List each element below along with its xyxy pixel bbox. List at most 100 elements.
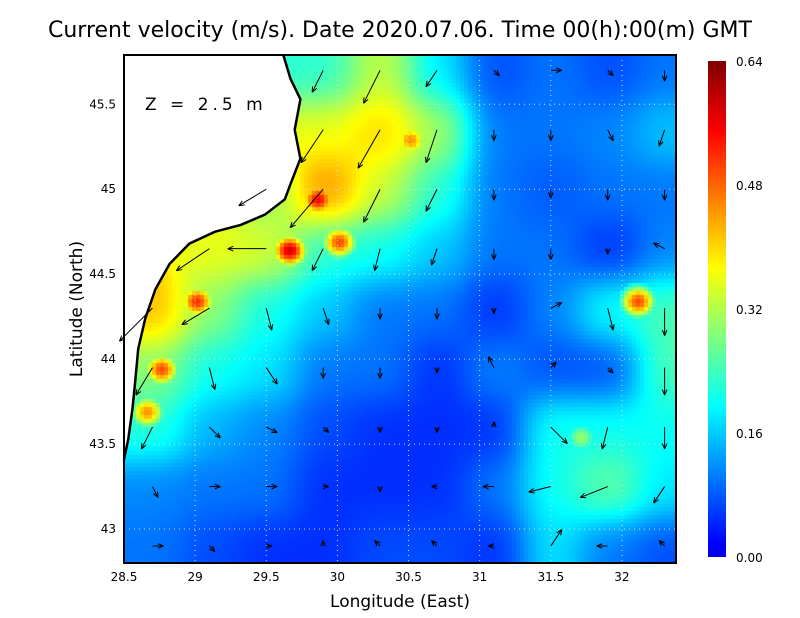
depth-annotation: Z = 2.5 m	[145, 95, 267, 115]
velocity-arrow	[491, 307, 497, 314]
velocity-arrow	[373, 248, 381, 271]
velocity-arrow	[653, 486, 666, 504]
velocity-arrow	[322, 426, 330, 434]
velocity-arrow	[377, 308, 383, 320]
velocity-arrow	[604, 248, 611, 255]
gridlines	[123, 55, 676, 563]
velocity-arrow	[550, 529, 563, 547]
chart-title: Current velocity (m/s). Date 2020.07.06.…	[48, 18, 752, 43]
velocity-arrow	[227, 245, 267, 252]
y-tick-label: 45	[101, 182, 116, 196]
velocity-arrow	[607, 129, 614, 142]
velocity-arrow	[550, 67, 562, 74]
velocity-arrow	[363, 70, 381, 104]
velocity-arrow	[653, 242, 665, 250]
y-axis-label: Latitude (North)	[67, 241, 87, 377]
velocity-arrow	[322, 483, 329, 490]
velocity-arrow	[604, 189, 611, 201]
velocity-arrow	[434, 308, 440, 320]
velocity-arrow	[607, 308, 615, 331]
velocity-arrow	[661, 70, 668, 82]
velocity-arrow	[431, 483, 438, 490]
y-tick-label: 44	[101, 352, 116, 366]
colorbar-tick-label: 0.48	[736, 179, 763, 193]
velocity-arrow	[487, 356, 495, 368]
velocity-arrow	[434, 367, 440, 374]
velocity-arrow	[425, 129, 438, 164]
velocity-arrow	[152, 486, 159, 498]
x-tick-label: 30.5	[395, 570, 422, 584]
velocity-arrow	[658, 129, 666, 147]
colorbar-tick-label: 0.16	[736, 427, 763, 441]
y-tick-label: 45.5	[89, 97, 116, 111]
velocity-arrow	[175, 248, 210, 272]
velocity-arrow	[430, 248, 438, 266]
x-axis-label: Longitude (East)	[330, 592, 470, 612]
velocity-arrow	[491, 421, 497, 428]
velocity-arrow	[377, 486, 383, 493]
coastline	[122, 54, 302, 460]
velocity-arrow	[431, 540, 438, 547]
velocity-arrow	[266, 483, 278, 490]
x-tick-label: 29.5	[253, 570, 280, 584]
velocity-arrow	[140, 426, 153, 450]
velocity-arrow	[425, 70, 438, 88]
velocity-arrow	[425, 188, 438, 212]
x-tick-label: 28.5	[111, 570, 138, 584]
velocity-arrow	[548, 248, 554, 260]
velocity-arrow	[209, 426, 221, 439]
velocity-arrow	[661, 427, 668, 450]
velocity-arrow	[311, 248, 324, 272]
x-tick-label: 32	[614, 570, 629, 584]
velocity-vectors	[118, 67, 668, 552]
velocity-arrow	[311, 70, 324, 93]
velocity-arrow	[528, 486, 551, 494]
colorbar	[708, 61, 726, 557]
velocity-arrow	[135, 367, 153, 396]
velocity-arrow	[238, 188, 267, 207]
velocity-arrow	[300, 129, 324, 164]
colorbar-tick-label: 0.00	[736, 551, 763, 565]
plot-frame	[123, 54, 677, 564]
velocity-arrow	[550, 426, 568, 445]
velocity-arrow	[320, 367, 326, 379]
velocity-arrow	[658, 540, 665, 547]
velocity-arrow	[548, 189, 554, 199]
y-ticks: 43 43.5 44 44.5 45 45.5	[89, 97, 116, 536]
velocity-arrow	[363, 188, 381, 223]
velocity-arrow	[596, 543, 608, 549]
colorbar-tick-label: 0.32	[736, 303, 763, 317]
x-tick-label: 30	[330, 570, 345, 584]
velocity-arrow	[181, 307, 210, 326]
velocity-arrow	[600, 426, 609, 450]
velocity-arrow	[152, 543, 164, 549]
velocity-arrow	[289, 188, 324, 229]
velocity-arrow	[357, 129, 381, 169]
velocity-arrow	[491, 129, 497, 141]
velocity-arrow	[661, 367, 668, 396]
velocity-arrow	[550, 302, 563, 309]
velocity-arrow	[320, 540, 326, 547]
velocity-arrow	[377, 367, 383, 379]
velocity-arrow	[661, 308, 668, 336]
velocity-arrow	[607, 69, 614, 77]
velocity-arrow	[493, 69, 500, 77]
land-area	[124, 55, 301, 460]
velocity-arrow	[265, 308, 274, 331]
velocity-arrow	[208, 367, 217, 390]
velocity-arrow	[209, 483, 221, 490]
velocity-arrow	[482, 483, 494, 490]
y-tick-label: 43	[101, 522, 116, 536]
x-tick-label: 31	[472, 570, 487, 584]
velocity-arrow	[607, 367, 614, 374]
velocity-arrow	[266, 543, 272, 549]
velocity-arrow	[491, 248, 497, 260]
velocity-arrow	[265, 367, 278, 385]
colorbar-ticks: 0.00 0.16 0.32 0.48 0.64	[736, 55, 763, 565]
velocity-arrow	[434, 426, 440, 433]
colorbar-tick-label: 0.64	[736, 55, 763, 69]
land-mask	[122, 54, 302, 460]
velocity-arrow	[548, 129, 554, 141]
